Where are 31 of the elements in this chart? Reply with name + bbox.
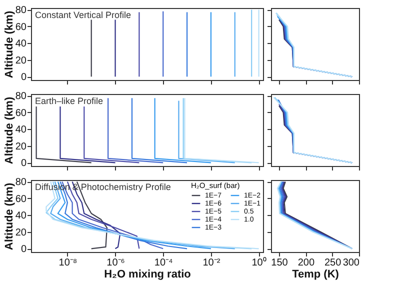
y-tick-label: 20 [15, 227, 27, 238]
x-tick-label: 10⁰ [252, 256, 267, 268]
y-tick-label: 60 [15, 22, 27, 33]
x-tick-label: 150 [271, 258, 288, 268]
y-tick-label: 80 [15, 5, 27, 16]
y-axis-title: Altitude (km) [3, 96, 16, 164]
x-tick-label: 10⁻⁸ [58, 258, 78, 268]
x-tick-label: 10⁻⁶ [106, 258, 125, 268]
x-tick-label: 200 [298, 258, 315, 268]
y-axis-title: Altitude (km) [3, 10, 16, 78]
y-tick-label: 0 [20, 72, 27, 84]
y-tick-label: 20 [15, 55, 27, 66]
y-tick-label: 0 [20, 158, 27, 170]
x-tick-label: 250 [324, 258, 342, 268]
x-tick-label: 300 [342, 258, 360, 268]
x-axis-title: H₂O mixing ratio [104, 268, 192, 280]
y-axis-title: Altitude (km) [3, 182, 16, 250]
y-tick-label: 60 [15, 108, 27, 119]
y-tick-label: 0 [20, 244, 27, 256]
y-tick-label: 80 [15, 177, 27, 188]
y-tick-label: 40 [15, 124, 27, 136]
y-tick-label: 40 [15, 210, 27, 222]
y-tick-label: 80 [15, 91, 27, 102]
chart-title: Earth–like Profile [35, 96, 104, 106]
x-axis-title: Temp (K) [292, 268, 340, 280]
y-tick-label: 60 [15, 194, 27, 205]
y-tick-label: 20 [15, 141, 27, 152]
chart-title: Constant Vertical Profile [35, 10, 132, 20]
x-tick-label: 10⁻² [202, 258, 221, 268]
y-tick-label: 40 [15, 38, 27, 50]
x-tick-label: 10⁻⁴ [154, 258, 173, 268]
